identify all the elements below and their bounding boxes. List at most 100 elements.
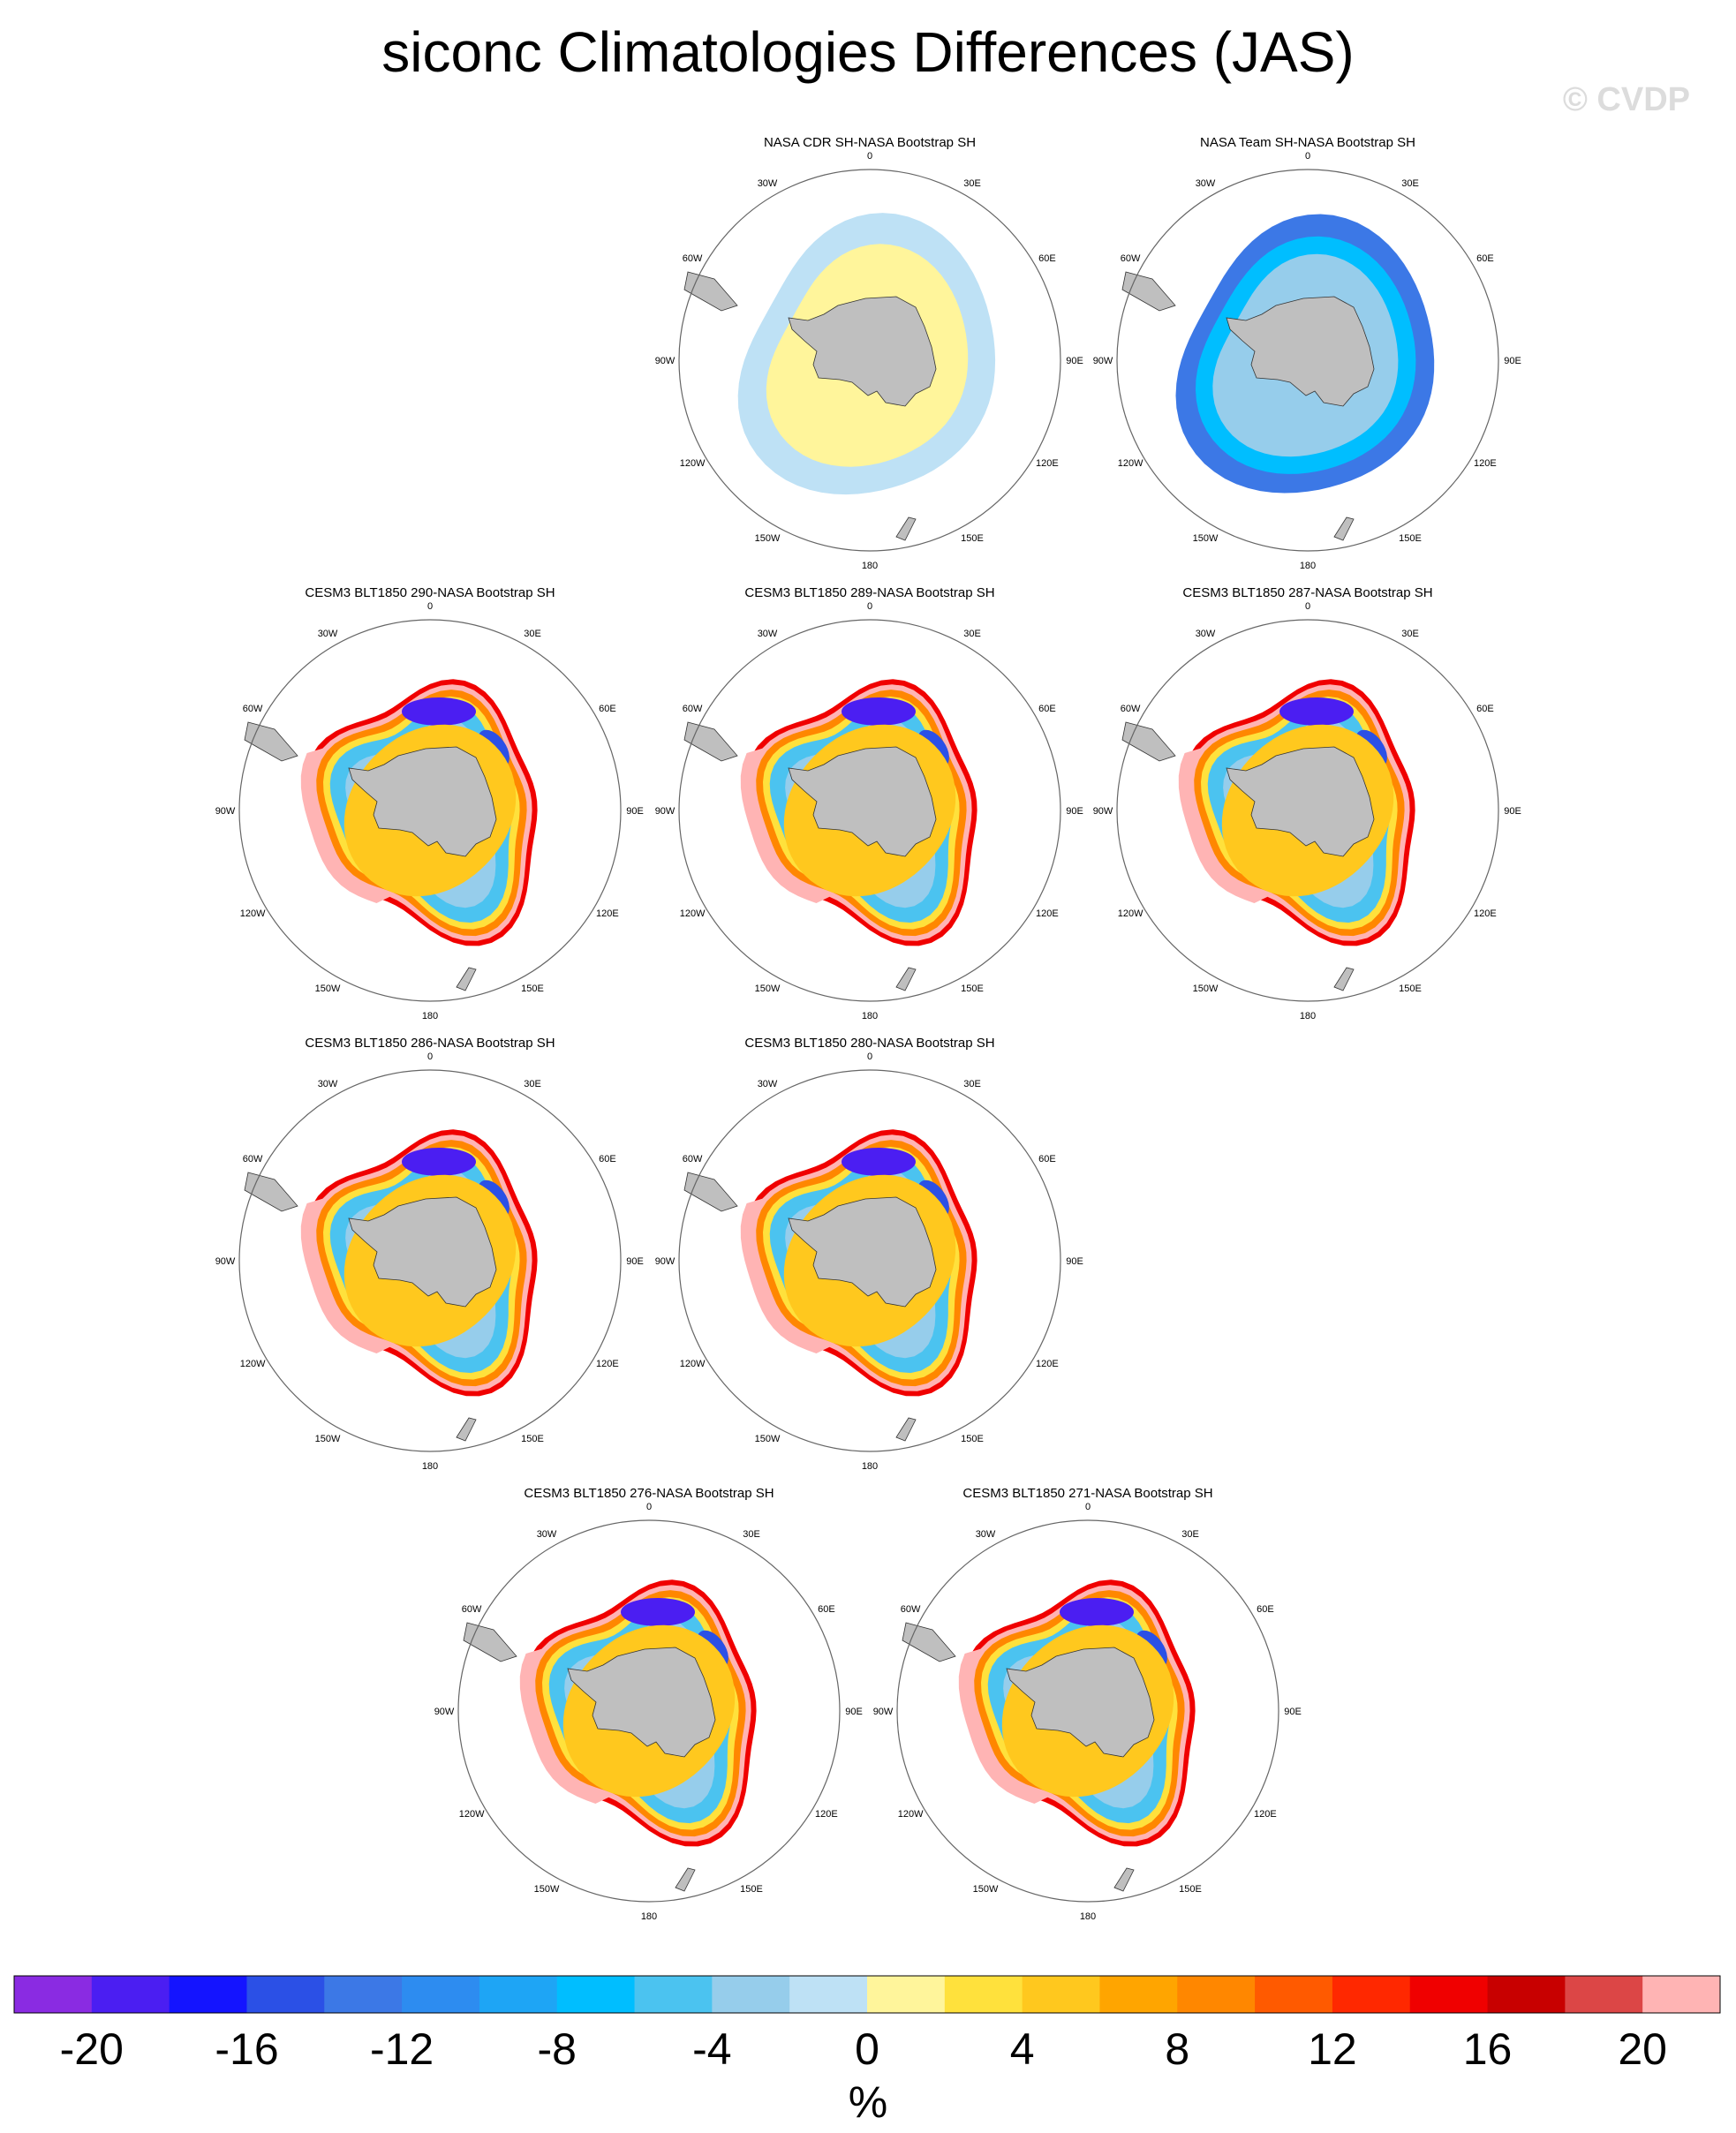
colorbar-swatch xyxy=(556,1976,636,2013)
colorbar-swatch xyxy=(867,1976,946,2013)
lon-label: 150W xyxy=(755,1434,781,1444)
panel-title: CESM3 BLT1850 290-NASA Bootstrap SH xyxy=(305,585,555,600)
colorbar-swatch xyxy=(324,1976,403,2013)
colorbar-swatch xyxy=(1642,1976,1721,2013)
lon-label: 120W xyxy=(240,1359,266,1369)
panel-title: CESM3 BLT1850 280-NASA Bootstrap SH xyxy=(744,1036,994,1051)
colorbar-swatch xyxy=(789,1976,868,2013)
lon-label: 90W xyxy=(655,356,676,366)
lon-label: 120W xyxy=(680,458,706,469)
lon-label: 60W xyxy=(901,1604,921,1615)
colorbar-units-label: % xyxy=(849,2077,887,2127)
south-america-landmass xyxy=(244,1172,298,1212)
lon-label: 60W xyxy=(683,253,703,264)
new-zealand-landmass xyxy=(456,1417,477,1442)
new-zealand-landmass xyxy=(895,516,917,541)
colorbar-swatch xyxy=(479,1976,558,2013)
colorbar-tick-label: 16 xyxy=(1463,2024,1513,2074)
polar-map: NASA Team SH-NASA Bootstrap SH0 30E 60E 90E… xyxy=(1093,135,1521,571)
colorbar-swatch xyxy=(1022,1976,1100,2013)
colorbar-tick-label: -16 xyxy=(215,2024,278,2074)
anomaly-weddell-negative xyxy=(621,1598,695,1626)
south-america-landmass xyxy=(902,1622,956,1662)
lon-label: 60W xyxy=(243,1154,263,1164)
lon-label: 120W xyxy=(240,908,266,919)
lon-label: 30E xyxy=(524,1079,541,1089)
anomaly-weddell-negative xyxy=(842,1148,916,1176)
colorbar-swatch xyxy=(246,1976,325,2013)
antarctica-landmass xyxy=(348,746,497,857)
lon-label: 150W xyxy=(1193,533,1219,544)
lon-label: 60W xyxy=(683,1154,703,1164)
lon-label: 90E xyxy=(1066,806,1083,817)
antarctica-landmass xyxy=(1226,746,1375,857)
lon-label: 90E xyxy=(1066,1256,1083,1267)
lon-label: 150E xyxy=(1179,1884,1202,1895)
new-zealand-landmass xyxy=(1333,516,1355,541)
map-panel-cesm3-271: CESM3 BLT1850 271-NASA Bootstrap SH 0 30E 6… xyxy=(858,1476,1317,1922)
colorbar-swatch xyxy=(1487,1976,1566,2013)
polar-map: CESM3 BLT1850 289-NASA Bootstrap SH0 30E 6… xyxy=(655,585,1083,1021)
antarctica-landmass xyxy=(348,1196,497,1308)
lon-label: 90W xyxy=(215,1256,236,1267)
lon-label: 150W xyxy=(315,1434,341,1444)
lon-label: 150E xyxy=(740,1884,763,1895)
lon-label: 120E xyxy=(596,1359,619,1369)
panel-title: CESM3 BLT1850 289-NASA Bootstrap SH xyxy=(744,585,994,600)
map-panel-cesm3-286: CESM3 BLT1850 286-NASA Bootstrap SH 0 30E 6… xyxy=(200,1026,660,1472)
lon-label: 60W xyxy=(1121,253,1141,264)
anomaly-weddell-negative xyxy=(402,1148,476,1176)
anomaly-weddell-negative xyxy=(1279,697,1354,726)
lon-label: 60E xyxy=(1038,253,1056,264)
lon-label: 120E xyxy=(1036,908,1059,919)
lon-label: 180 xyxy=(1300,1011,1316,1021)
lon-label: 150W xyxy=(1193,984,1219,994)
colorbar-tick-label: -4 xyxy=(692,2024,731,2074)
lon-label: 30E xyxy=(1401,178,1419,189)
map-boundary xyxy=(238,1069,622,1452)
colorbar-tick-label: -20 xyxy=(60,2024,124,2074)
lon-label: 30E xyxy=(963,1079,981,1089)
map-boundary xyxy=(678,1069,1061,1452)
lon-label: 0 xyxy=(1305,601,1310,612)
colorbar-swatch xyxy=(634,1976,713,2013)
lon-label: 60W xyxy=(243,704,263,714)
lon-label: 30E xyxy=(1401,629,1419,639)
lon-label: 0 xyxy=(867,1051,872,1062)
lon-label: 120W xyxy=(1118,458,1143,469)
panel-title: CESM3 BLT1850 276-NASA Bootstrap SH xyxy=(524,1486,774,1501)
lon-label: 30E xyxy=(743,1529,760,1540)
panel-title: CESM3 BLT1850 286-NASA Bootstrap SH xyxy=(305,1036,555,1051)
map-panel-cesm3-276: CESM3 BLT1850 276-NASA Bootstrap SH 0 30E 6… xyxy=(419,1476,879,1922)
lon-label: 90E xyxy=(626,1256,644,1267)
lon-label: 90E xyxy=(626,806,644,817)
lon-label: 30W xyxy=(1196,629,1216,639)
lon-label: 0 xyxy=(867,601,872,612)
anomaly-weddell-negative xyxy=(402,697,476,726)
polar-map: CESM3 BLT1850 276-NASA Bootstrap SH0 30E 6… xyxy=(434,1486,863,1922)
lon-label: 30W xyxy=(318,1079,338,1089)
colorbar-swatch xyxy=(91,1976,170,2013)
lon-label: 30W xyxy=(1196,178,1216,189)
lon-label: 0 xyxy=(427,601,433,612)
panel-title: CESM3 BLT1850 271-NASA Bootstrap SH xyxy=(962,1486,1212,1501)
lon-label: 90E xyxy=(1504,356,1521,366)
lon-label: 180 xyxy=(862,1011,878,1021)
antarctica-landmass xyxy=(788,1196,937,1308)
colorbar-swatch xyxy=(14,1976,93,2013)
anomaly-weddell-negative xyxy=(842,697,916,726)
lon-label: 180 xyxy=(862,1461,878,1472)
lon-label: 30W xyxy=(758,178,778,189)
panel-title: CESM3 BLT1850 287-NASA Bootstrap SH xyxy=(1182,585,1432,600)
south-america-landmass xyxy=(463,1622,517,1662)
lon-label: 150W xyxy=(755,984,781,994)
colorbar-swatch xyxy=(1099,1976,1178,2013)
map-boundary xyxy=(678,619,1061,1002)
colorbar-tick-label: -8 xyxy=(537,2024,576,2074)
lon-label: 60E xyxy=(599,704,616,714)
colorbar-tick-label: 20 xyxy=(1618,2024,1667,2074)
polar-map: CESM3 BLT1850 290-NASA Bootstrap SH0 30E 6… xyxy=(215,585,644,1021)
colorbar-swatch xyxy=(944,1976,1023,2013)
colorbar-swatch xyxy=(402,1976,480,2013)
south-america-landmass xyxy=(244,721,298,762)
